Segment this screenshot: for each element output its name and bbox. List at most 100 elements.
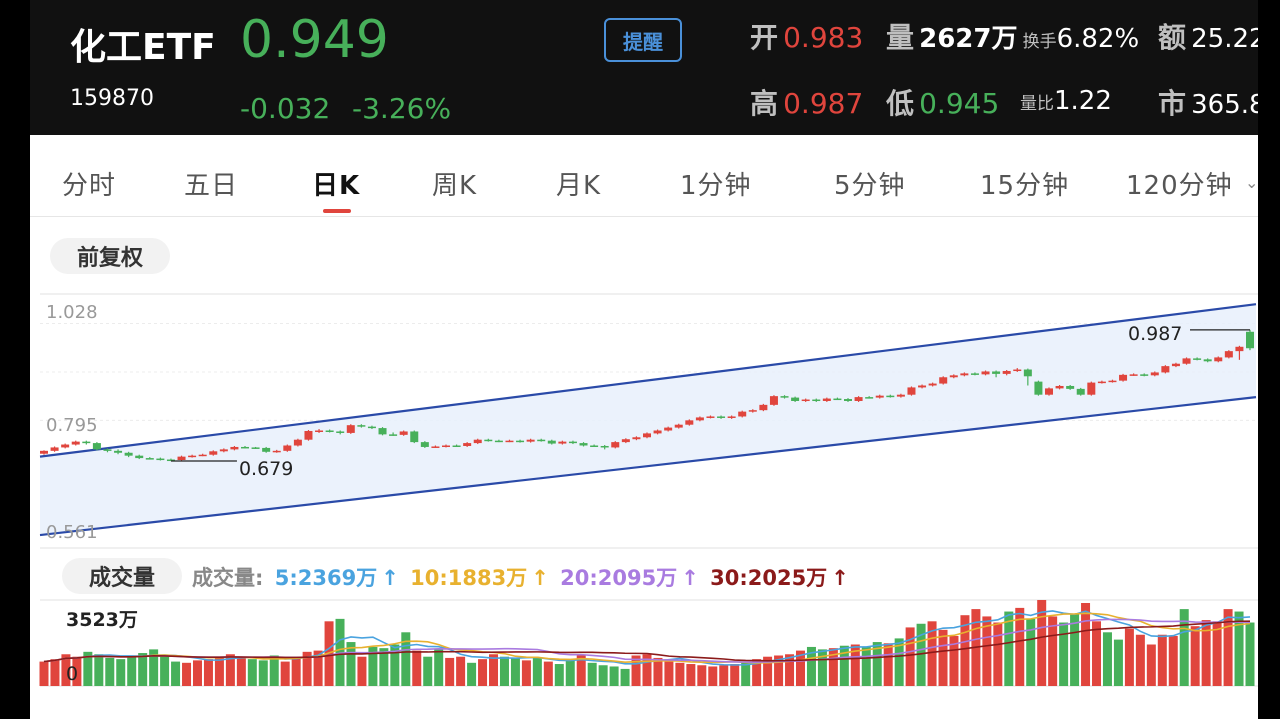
candle [82, 441, 91, 444]
adjustment-toggle[interactable]: 前复权 [50, 238, 170, 274]
volume-bar [1102, 632, 1112, 686]
volume-bar [1179, 609, 1189, 686]
chevron-down-icon[interactable]: ⌄ [1245, 173, 1258, 192]
volume-bar [872, 642, 882, 686]
volume-bar [94, 654, 104, 686]
volume-value: 2627万 [919, 24, 1018, 54]
candle [420, 442, 429, 447]
tab-120min[interactable]: 120分钟 [1126, 171, 1233, 201]
volume-bar [960, 615, 970, 686]
volume-bar [192, 660, 202, 686]
candle [865, 397, 874, 399]
candle [410, 431, 419, 443]
volume-bar [1223, 609, 1233, 686]
volume-bar [1059, 622, 1069, 686]
candle [188, 455, 197, 458]
volume-bar [160, 656, 170, 686]
volume-bar [1070, 613, 1080, 686]
tab-weekly-k[interactable]: 周K [432, 171, 478, 201]
ma30-line [43, 620, 1251, 663]
candle [812, 399, 821, 402]
volume-bar [346, 642, 356, 686]
candle [801, 399, 810, 402]
arrow-up-icon: ↑ [531, 566, 549, 590]
volume-bar [763, 656, 773, 686]
volume-chart[interactable]: 3523万 0 [30, 598, 1258, 719]
low-stat: 低 0.945 [886, 82, 999, 122]
candle [325, 430, 334, 433]
high-value: 0.987 [783, 87, 864, 120]
candle [463, 443, 472, 446]
tab-daily-k[interactable]: 日K [312, 171, 361, 201]
candle [484, 439, 493, 442]
candle [621, 439, 630, 443]
tab-monthly-k[interactable]: 月K [556, 171, 602, 201]
volume-bar [883, 643, 893, 686]
volume-bar [905, 627, 915, 686]
candlestick-chart[interactable]: 1.028 0.795 0.561 0.679 0.987 [30, 290, 1258, 550]
candle [727, 416, 736, 418]
mcap-label: 市 [1158, 87, 1187, 120]
volume-bar [445, 657, 455, 686]
candle [1203, 359, 1212, 362]
volume-bar [543, 661, 553, 686]
volume-bar [1124, 628, 1134, 686]
candle [653, 430, 662, 434]
volume-max-label: 3523万 [66, 609, 138, 631]
volume-bar [302, 651, 312, 686]
volume-bar [1004, 611, 1014, 686]
volume-bar [598, 665, 608, 686]
volume-bar [499, 656, 509, 686]
volume-bar [258, 660, 268, 686]
tab-five-day[interactable]: 五日 [184, 171, 239, 201]
ma5-legend: 5:2369万 [274, 566, 378, 590]
volume-bar [379, 648, 389, 686]
volume-bar [434, 649, 444, 686]
security-name: 化工ETF [70, 27, 216, 68]
volume-bar [708, 666, 718, 686]
volume-bar [423, 656, 433, 686]
active-tab-indicator [323, 209, 351, 213]
volume-bar [456, 656, 466, 686]
volume-bar [39, 661, 49, 686]
tab-intraday[interactable]: 分时 [62, 171, 117, 201]
volume-bar [478, 659, 488, 686]
volume-bar [1037, 600, 1047, 686]
volume-bar [719, 665, 729, 686]
tab-15min[interactable]: 15分钟 [980, 171, 1070, 201]
tab-5min[interactable]: 5分钟 [834, 171, 906, 201]
amount-value: 25.22 [1191, 24, 1258, 54]
vol-ratio-label: 量比 [1020, 94, 1054, 114]
alert-button[interactable]: 提醒 [604, 18, 682, 62]
high-annotation: 0.987 [1128, 323, 1182, 345]
candle [262, 447, 271, 452]
price-change: -0.032 [240, 92, 331, 125]
candle [791, 397, 800, 401]
candle [505, 440, 514, 443]
volume-bar [390, 644, 400, 686]
tab-1min[interactable]: 1分钟 [680, 171, 752, 201]
candle [1045, 388, 1053, 395]
candle [452, 445, 461, 448]
y-axis-label: 1.028 [46, 302, 98, 323]
candle [1013, 369, 1022, 372]
candle [918, 385, 927, 388]
candle [1150, 372, 1159, 376]
candle [156, 458, 165, 461]
candle [1171, 363, 1180, 367]
volume-bar [269, 655, 279, 686]
volume-ma-legend: 成交量: 5:2369万 ↑ 10:1883万 ↑ 20:2095万 ↑ 30:202… [192, 562, 853, 592]
volume-indicator-toggle[interactable]: 成交量 [62, 558, 182, 594]
candle [357, 425, 366, 427]
turnover-value: 6.82% [1056, 24, 1140, 54]
candle [251, 447, 260, 449]
candle [198, 454, 207, 457]
candle [61, 444, 70, 448]
candle [304, 430, 313, 440]
candle [40, 450, 48, 454]
candle [219, 449, 228, 452]
price-change-pct: -3.26% [352, 92, 452, 125]
volume-bar [225, 654, 235, 686]
amount-label: 额 [1158, 21, 1187, 54]
last-price: 0.949 [240, 10, 389, 70]
